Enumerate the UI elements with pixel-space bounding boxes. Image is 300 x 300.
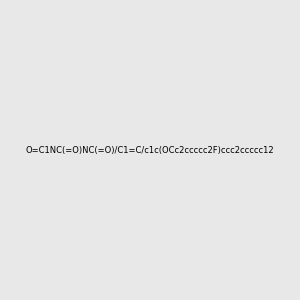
Text: O=C1NC(=O)NC(=O)/C1=C/c1c(OCc2ccccc2F)ccc2ccccc12: O=C1NC(=O)NC(=O)/C1=C/c1c(OCc2ccccc2F)cc… bbox=[26, 146, 274, 154]
